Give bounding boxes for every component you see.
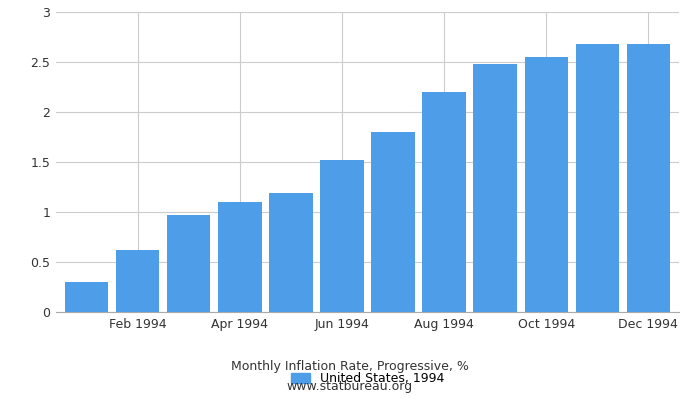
Bar xyxy=(116,250,160,312)
Bar xyxy=(473,64,517,312)
Bar xyxy=(626,44,670,312)
Bar xyxy=(575,44,619,312)
Bar xyxy=(371,132,414,312)
Bar xyxy=(65,282,108,312)
Text: www.statbureau.org: www.statbureau.org xyxy=(287,380,413,393)
Text: Monthly Inflation Rate, Progressive, %: Monthly Inflation Rate, Progressive, % xyxy=(231,360,469,373)
Bar xyxy=(524,57,568,312)
Bar xyxy=(321,160,364,312)
Legend: United States, 1994: United States, 1994 xyxy=(291,372,444,385)
Bar xyxy=(422,92,466,312)
Bar xyxy=(218,202,262,312)
Bar xyxy=(270,193,313,312)
Bar xyxy=(167,215,211,312)
